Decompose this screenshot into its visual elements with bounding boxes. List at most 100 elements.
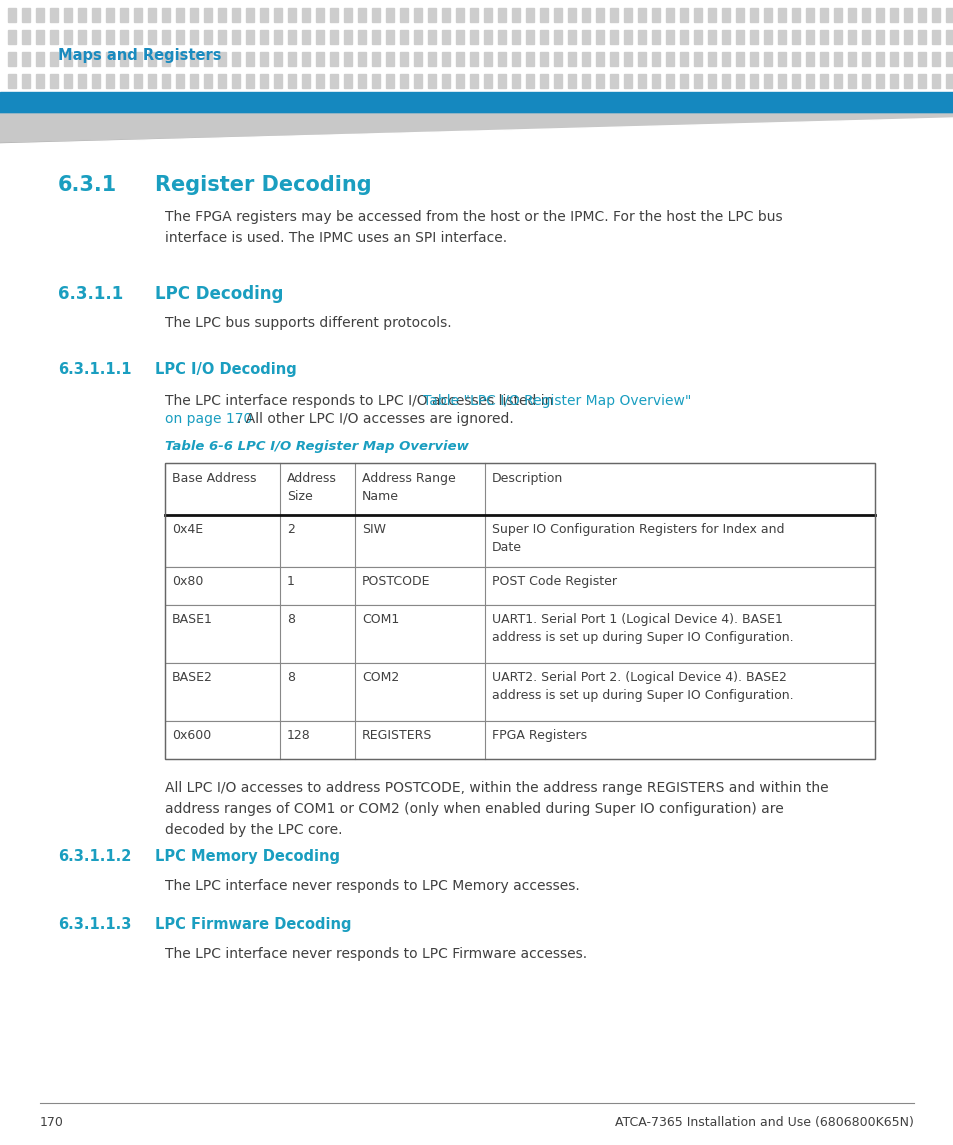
Bar (148, 52, 156, 66)
Bar (945, 8, 953, 22)
Bar (288, 8, 295, 22)
Text: 2: 2 (287, 523, 294, 536)
Bar (165, 515, 874, 567)
Text: 6.3.1.1: 6.3.1.1 (58, 285, 123, 303)
Bar (64, 8, 71, 22)
Bar (106, 74, 113, 88)
Bar (175, 74, 184, 88)
Bar (372, 8, 379, 22)
Bar (665, 8, 673, 22)
Bar (847, 8, 855, 22)
Bar (148, 74, 156, 88)
Bar (651, 52, 659, 66)
Bar (204, 30, 212, 44)
Bar (260, 74, 268, 88)
Bar (763, 8, 771, 22)
Bar (91, 8, 100, 22)
Bar (175, 8, 184, 22)
Bar (581, 52, 589, 66)
Bar (165, 721, 874, 759)
Bar (274, 30, 282, 44)
Text: 128: 128 (287, 729, 311, 742)
Bar (889, 8, 897, 22)
Bar (357, 8, 366, 22)
Text: SIW: SIW (361, 523, 386, 536)
Bar (8, 52, 16, 66)
Text: 6.3.1.1.3: 6.3.1.1.3 (58, 917, 132, 932)
Bar (567, 8, 576, 22)
Bar (805, 52, 813, 66)
Bar (833, 74, 841, 88)
Text: FPGA Registers: FPGA Registers (492, 729, 586, 742)
Bar (165, 605, 874, 663)
Bar (903, 8, 911, 22)
Bar (721, 74, 729, 88)
Bar (931, 74, 939, 88)
Bar (372, 74, 379, 88)
Bar (539, 74, 547, 88)
Bar (665, 30, 673, 44)
Bar (8, 8, 16, 22)
Bar (120, 74, 128, 88)
Bar (50, 8, 58, 22)
Bar (357, 52, 366, 66)
Bar (651, 30, 659, 44)
Bar (497, 74, 505, 88)
Bar (847, 30, 855, 44)
Bar (372, 52, 379, 66)
Bar (22, 52, 30, 66)
Bar (539, 30, 547, 44)
Bar (232, 8, 240, 22)
Bar (288, 74, 295, 88)
Bar (120, 52, 128, 66)
Bar (78, 30, 86, 44)
Bar (875, 52, 883, 66)
Bar (218, 52, 226, 66)
Bar (931, 8, 939, 22)
Bar (162, 30, 170, 44)
Bar (862, 74, 869, 88)
Bar (791, 8, 800, 22)
Bar (330, 30, 337, 44)
Bar (693, 52, 701, 66)
Bar (791, 30, 800, 44)
Bar (679, 30, 687, 44)
Bar (133, 8, 142, 22)
Bar (665, 74, 673, 88)
Bar (805, 74, 813, 88)
Bar (260, 52, 268, 66)
Bar (596, 8, 603, 22)
Bar (512, 30, 519, 44)
Bar (917, 8, 925, 22)
Text: The LPC interface responds to LPC I/O accesses listed in: The LPC interface responds to LPC I/O ac… (165, 394, 558, 408)
Bar (344, 74, 352, 88)
Text: 6.3.1.1.2: 6.3.1.1.2 (58, 848, 132, 864)
Bar (820, 8, 827, 22)
Text: 6.3.1.1.1: 6.3.1.1.1 (58, 362, 132, 377)
Text: The LPC bus supports different protocols.: The LPC bus supports different protocols… (165, 316, 451, 330)
Bar (931, 30, 939, 44)
Text: Address
Size: Address Size (287, 472, 336, 503)
Bar (218, 74, 226, 88)
Bar (889, 52, 897, 66)
Bar (847, 74, 855, 88)
Bar (539, 52, 547, 66)
Text: ATCA-7365 Installation and Use (6806800K65N): ATCA-7365 Installation and Use (6806800K… (615, 1116, 913, 1129)
Bar (50, 52, 58, 66)
Bar (581, 74, 589, 88)
Bar (441, 30, 450, 44)
Bar (165, 463, 874, 759)
Bar (623, 30, 631, 44)
Bar (847, 52, 855, 66)
Bar (525, 74, 534, 88)
Text: 170: 170 (40, 1116, 64, 1129)
Bar (414, 74, 421, 88)
Bar (190, 30, 198, 44)
Bar (735, 74, 743, 88)
Bar (64, 30, 71, 44)
Bar (386, 8, 394, 22)
Bar (651, 74, 659, 88)
Bar (581, 8, 589, 22)
Bar (483, 8, 492, 22)
Bar (232, 74, 240, 88)
